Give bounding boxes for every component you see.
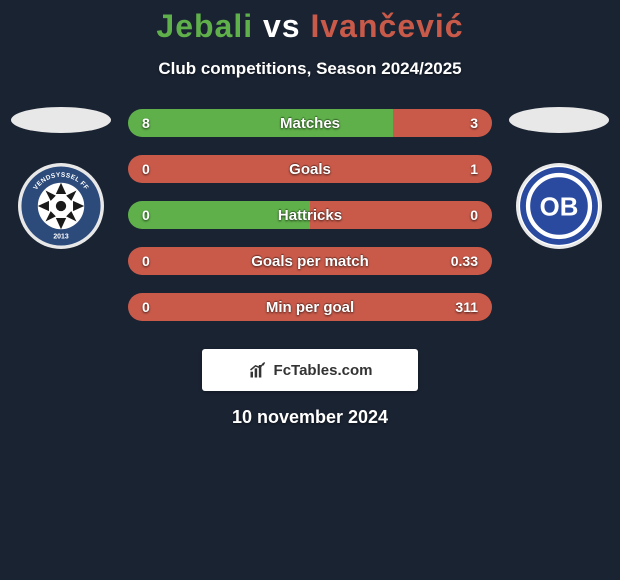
subtitle: Club competitions, Season 2024/2025	[0, 59, 620, 79]
stat-right-value: 0	[470, 207, 478, 223]
main-row: VENDSYSSEL FF 2013 8 Matches 3 0 Goals 1 0 Hatt…	[0, 107, 620, 339]
player1-club-badge: VENDSYSSEL FF 2013	[18, 163, 104, 249]
attribution-text: FcTables.com	[274, 362, 373, 379]
stat-label: Goals per match	[251, 253, 369, 270]
player2-head-placeholder	[509, 107, 609, 133]
stat-left-value: 0	[142, 253, 150, 269]
date-text: 10 november 2024	[0, 407, 620, 428]
title-vs: vs	[263, 8, 301, 44]
stats-column: 8 Matches 3 0 Goals 1 0 Hattricks 0 0 Goals per ma…	[116, 107, 504, 339]
svg-text:OB: OB	[540, 193, 579, 221]
stat-right-value: 1	[470, 161, 478, 177]
stat-label: Min per goal	[266, 299, 354, 316]
player2-name: Ivančević	[310, 8, 463, 44]
stat-right-value: 3	[470, 115, 478, 131]
page-title: Jebali vs Ivančević	[0, 8, 620, 45]
stat-label: Goals	[289, 161, 331, 178]
club-badge-svg: VENDSYSSEL FF 2013	[18, 163, 104, 249]
stat-left-value: 0	[142, 207, 150, 223]
player2-club-badge: OB	[516, 163, 602, 249]
stat-right-value: 0.33	[451, 253, 478, 269]
stat-row: 8 Matches 3	[128, 109, 492, 137]
player1-head-placeholder	[11, 107, 111, 133]
attribution-badge: FcTables.com	[202, 349, 418, 391]
stat-row: 0 Hattricks 0	[128, 201, 492, 229]
stat-row: 0 Goals 1	[128, 155, 492, 183]
stat-row: 0 Min per goal 311	[128, 293, 492, 321]
stat-left-value: 0	[142, 299, 150, 315]
stat-label: Hattricks	[278, 207, 342, 224]
stat-left-value: 8	[142, 115, 150, 131]
stat-row: 0 Goals per match 0.33	[128, 247, 492, 275]
left-column: VENDSYSSEL FF 2013	[6, 107, 116, 249]
stat-right-value: 311	[455, 299, 478, 315]
comparison-widget: Jebali vs Ivančević Club competitions, S…	[0, 0, 620, 428]
player1-name: Jebali	[156, 8, 253, 44]
club-badge-svg: OB	[516, 163, 602, 249]
stat-label: Matches	[280, 115, 340, 132]
right-column: OB	[504, 107, 614, 249]
svg-text:2013: 2013	[53, 234, 68, 241]
stat-left-value: 0	[142, 161, 150, 177]
chart-icon	[248, 360, 268, 380]
